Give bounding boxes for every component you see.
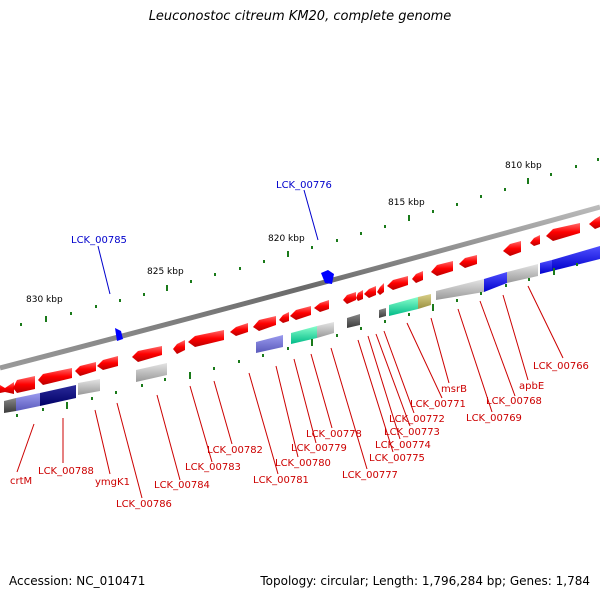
genome-summary-text: Topology: circular; Length: 1,796,284 bp… [260, 574, 590, 588]
category-box[interactable] [136, 363, 167, 382]
cds-arrow[interactable] [387, 276, 408, 290]
gene-label-lck-00783[interactable]: LCK_00783 [185, 462, 241, 473]
scale-label-830: 830 kbp [26, 295, 63, 305]
category-box[interactable] [552, 246, 600, 271]
gene-label-lck-00777[interactable]: LCK_00777 [342, 470, 398, 481]
category-box[interactable] [16, 393, 40, 411]
cds-arrow[interactable] [173, 340, 185, 354]
gene-label-lck-00771[interactable]: LCK_00771 [410, 399, 466, 410]
gene-label-apbe[interactable]: apbE [519, 381, 544, 392]
inner-tick-track [16, 263, 578, 417]
category-box[interactable] [484, 272, 507, 292]
cds-arrow[interactable] [38, 368, 72, 385]
category-box[interactable] [507, 264, 538, 283]
rna-feature-lck-00776[interactable] [321, 270, 334, 284]
category-box[interactable] [40, 385, 76, 406]
gene-label-crtm[interactable]: crtM [10, 476, 32, 487]
cds-arrow[interactable] [503, 241, 521, 256]
cds-arrow[interactable] [290, 306, 311, 320]
category-box[interactable] [317, 322, 334, 338]
category-box[interactable] [379, 308, 386, 318]
rna-label-line-lck-00785 [97, 245, 111, 295]
map-title: Leuconostoc citreum KM20, complete genom… [148, 9, 452, 24]
category-track [4, 246, 600, 413]
category-box[interactable] [256, 335, 283, 353]
rna-label-line-lck-00776 [303, 189, 319, 241]
cds-arrow[interactable] [279, 312, 289, 323]
cds-arrow[interactable] [546, 223, 580, 241]
category-box[interactable] [347, 314, 360, 328]
gene-label-lck-00768[interactable]: LCK_00768 [486, 396, 542, 407]
category-box[interactable] [4, 398, 16, 413]
cds-track [0, 216, 600, 394]
cds-arrow[interactable] [13, 376, 35, 393]
accession-text: Accession: NC_010471 [9, 574, 146, 588]
gene-label-lck-00786[interactable]: LCK_00786 [116, 499, 172, 510]
cds-arrow[interactable] [589, 216, 600, 229]
category-box[interactable] [291, 326, 317, 344]
gene-label-lck-00784[interactable]: LCK_00784 [154, 480, 210, 491]
cds-arrow[interactable] [356, 290, 363, 301]
rna-feature-lck-00785[interactable] [115, 328, 123, 341]
rna-label-lck-00776[interactable]: LCK_00776 [276, 180, 332, 191]
gene-label-lck-00788[interactable]: LCK_00788 [38, 466, 94, 477]
cds-arrow[interactable] [253, 316, 276, 331]
genome-backbone [0, 204, 600, 371]
cds-arrow[interactable] [132, 346, 162, 362]
gene-label-lck-00781[interactable]: LCK_00781 [253, 475, 309, 486]
gene-label-msrb[interactable]: msrB [441, 384, 467, 395]
scale-label-820: 820 kbp [268, 234, 305, 244]
category-box[interactable] [418, 294, 431, 309]
gene-label-lck-00780[interactable]: LCK_00780 [275, 458, 331, 469]
cds-arrow[interactable] [97, 356, 118, 370]
gene-label-lines [16, 285, 564, 499]
scale-label-825: 825 kbp [147, 267, 184, 277]
cds-arrow[interactable] [412, 271, 423, 283]
category-box[interactable] [389, 297, 418, 316]
category-box[interactable] [540, 260, 552, 274]
scale-label-810: 810 kbp [505, 161, 542, 171]
cds-arrow[interactable] [364, 286, 376, 298]
gene-label-lck-00766[interactable]: LCK_00766 [533, 361, 589, 372]
cds-arrow[interactable] [75, 362, 96, 376]
gene-label-lck-00782[interactable]: LCK_00782 [207, 445, 263, 456]
cds-arrow[interactable] [377, 283, 384, 295]
gene-label-lck-00772[interactable]: LCK_00772 [389, 414, 445, 425]
scale-track [20, 158, 599, 326]
cds-arrow[interactable] [343, 292, 356, 304]
gene-label-lck-00779[interactable]: LCK_00779 [291, 443, 347, 454]
cds-arrow[interactable] [0, 382, 14, 394]
rna-label-lck-00785[interactable]: LCK_00785 [71, 235, 127, 246]
category-box[interactable] [436, 279, 484, 300]
cds-arrow[interactable] [188, 330, 224, 347]
cds-arrow[interactable] [431, 261, 453, 276]
category-box[interactable] [78, 379, 100, 395]
gene-label-lck-00769[interactable]: LCK_00769 [466, 413, 522, 424]
gene-label-ymgk1[interactable]: ymgK1 [95, 477, 130, 488]
scale-label-815: 815 kbp [388, 198, 425, 208]
cds-arrow[interactable] [530, 235, 540, 246]
gene-label-lck-00773[interactable]: LCK_00773 [384, 427, 440, 438]
cds-arrow[interactable] [230, 323, 248, 336]
cds-arrow[interactable] [459, 255, 477, 268]
cds-arrow[interactable] [314, 300, 329, 312]
gene-label-lck-00778[interactable]: LCK_00778 [306, 429, 362, 440]
gene-label-lck-00775[interactable]: LCK_00775 [369, 453, 425, 464]
gene-labels: crtM LCK_00788 ymgK1 LCK_00786 LCK_00784… [10, 361, 589, 510]
gene-label-lck-00774[interactable]: LCK_00774 [375, 440, 431, 451]
